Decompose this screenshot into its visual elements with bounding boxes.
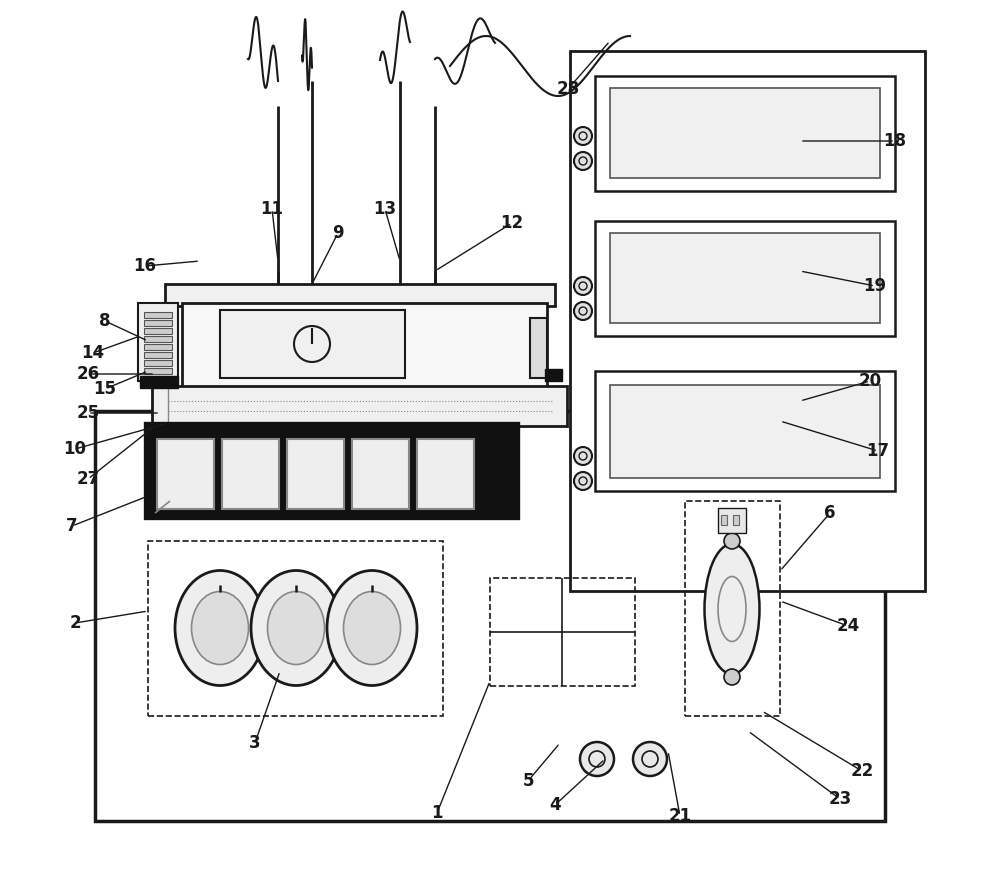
Text: 15: 15 [94,380,116,398]
Circle shape [724,669,740,685]
Text: 3: 3 [249,734,261,752]
Bar [157,439,214,509]
Bar [721,515,727,525]
Text: 8: 8 [99,312,111,330]
Bar [610,385,880,478]
Circle shape [574,277,592,295]
Bar [144,368,172,374]
Bar [144,360,172,366]
Bar [610,88,880,178]
Text: 24: 24 [836,617,860,635]
Text: 5: 5 [522,772,534,790]
Bar [352,439,409,509]
Bar [95,411,885,821]
Bar [595,221,895,336]
Text: 1: 1 [431,804,443,822]
Circle shape [724,533,740,549]
Bar [570,51,925,591]
Text: 4: 4 [549,796,561,814]
Circle shape [574,152,592,170]
Text: 13: 13 [373,200,397,218]
Ellipse shape [175,571,265,685]
Ellipse shape [327,571,417,685]
Bar [144,336,172,342]
Text: 20: 20 [858,372,882,390]
Bar [182,303,547,391]
Text: 25: 25 [76,404,100,422]
Text: 17: 17 [866,442,890,460]
Circle shape [574,302,592,320]
Text: 21: 21 [668,807,692,825]
Text: 2: 2 [69,614,81,632]
Bar [222,439,279,509]
Bar [490,578,635,686]
Bar [595,371,895,491]
Text: 23: 23 [828,790,852,808]
Text: 28: 28 [556,80,580,98]
Bar [144,320,172,326]
Text: 26: 26 [76,365,100,383]
Bar [220,310,405,378]
Text: 7: 7 [66,517,78,535]
Bar [718,508,746,533]
Bar [140,376,178,388]
Text: 22: 22 [850,762,874,780]
Bar [144,328,172,334]
Circle shape [580,742,614,776]
Bar [165,284,555,306]
Bar [248,469,496,499]
Bar [287,439,344,509]
Bar [138,303,178,381]
Bar [148,541,443,716]
Bar [148,426,516,516]
Bar [144,352,172,358]
Text: 18: 18 [884,132,906,150]
Text: 10: 10 [64,440,87,458]
Circle shape [574,472,592,490]
Text: 16: 16 [134,257,156,275]
Bar [530,318,547,378]
Text: 11: 11 [260,200,284,218]
Text: 12: 12 [500,214,524,232]
Text: 19: 19 [863,277,887,295]
Circle shape [574,447,592,465]
Ellipse shape [268,591,324,664]
Ellipse shape [251,571,341,685]
Bar [152,386,567,426]
Bar [595,76,895,191]
Bar [144,344,172,350]
Bar [610,233,880,323]
Text: 14: 14 [81,344,105,362]
Ellipse shape [344,591,400,664]
Bar [733,515,739,525]
Bar [232,425,510,473]
Ellipse shape [704,544,760,674]
Text: 6: 6 [824,504,836,522]
Circle shape [574,127,592,145]
Text: 27: 27 [76,470,100,488]
Text: 9: 9 [332,224,344,242]
Bar [144,312,172,318]
Bar [545,369,562,381]
Ellipse shape [192,591,248,664]
Bar [685,501,780,716]
Circle shape [633,742,667,776]
Bar [417,439,474,509]
